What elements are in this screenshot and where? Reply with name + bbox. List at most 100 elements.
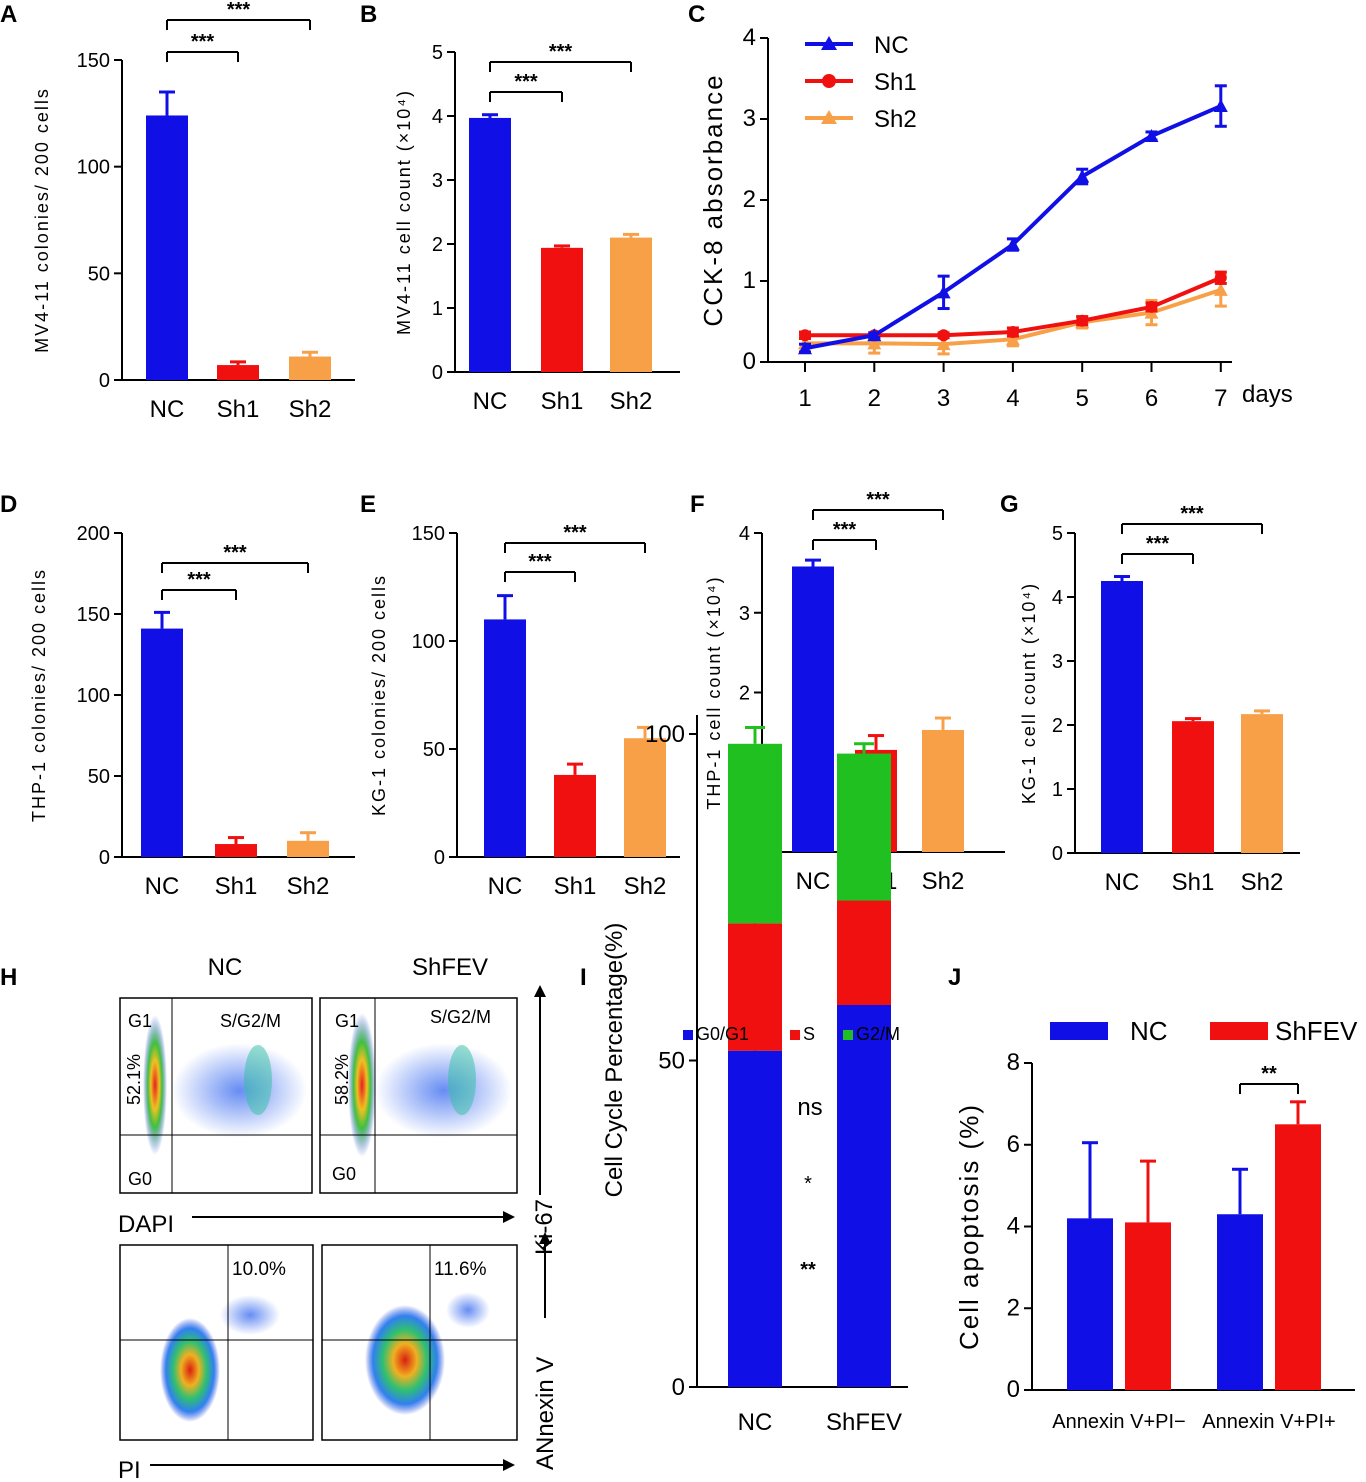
legend-label: G0/G1 — [696, 1024, 749, 1044]
flow-plot-shfev-annexin: 11.6% — [321, 1244, 518, 1441]
y-tick-label: 100 — [412, 631, 445, 653]
significance-label: *** — [187, 569, 211, 591]
bar-nc — [146, 115, 188, 380]
bar-nc — [1101, 581, 1143, 853]
bar-sh2 — [610, 237, 652, 372]
x-tick-label: NC — [796, 868, 831, 895]
y-tick-label: 0 — [672, 1374, 685, 1401]
significance-label: *** — [1180, 503, 1204, 525]
y-tick-label: 0 — [99, 370, 110, 392]
legend-label: G2/M — [856, 1024, 900, 1044]
y-axis-label: THP-1 colonies/ 200 cells — [29, 568, 49, 822]
y-tick-label: 5 — [432, 42, 443, 64]
x-tick-label: NC — [150, 396, 185, 423]
bar-nc — [1067, 1218, 1113, 1390]
y-tick-label: 6 — [1007, 1131, 1020, 1158]
data-point — [936, 337, 951, 351]
y-tick-label: 2 — [739, 683, 750, 705]
panel-label-c: C — [688, 1, 705, 28]
bar-sh2 — [289, 356, 331, 380]
y-tick-label: 100 — [77, 157, 110, 179]
legend-swatch — [843, 1030, 853, 1040]
legend-label: S — [803, 1024, 815, 1044]
y-tick-label: 200 — [77, 523, 110, 545]
g1-percentage: 52.1% — [124, 1054, 144, 1105]
y-tick-label: 50 — [88, 766, 110, 788]
y-tick-label: 100 — [77, 685, 110, 707]
y-tick-label: 0 — [1052, 843, 1063, 865]
y-tick-label: 0 — [434, 847, 445, 869]
chart-panel-g: G 0 1 2 3 4 5 KG-1 cell count (×10⁴) NC Sh1 Sh2 ***… — [1000, 491, 1300, 896]
density-peak — [365, 1305, 445, 1415]
x-tick-label: 6 — [1145, 385, 1158, 412]
x-tick-label: 3 — [937, 385, 950, 412]
y-tick-label: 4 — [743, 24, 756, 51]
flow-plot-shfev-ki67: G1 S/G2/M G0 58.2% — [319, 997, 518, 1194]
bar-sh1 — [554, 774, 596, 857]
chart-panel-c: C 0 1 2 3 4 CCK-8 absorbance 1 2 3 4 5 6 7 days NC Sh1 Sh… — [688, 1, 1293, 412]
y-axis-label: Cell Cycle Percentage(%) — [601, 923, 628, 1198]
legend-label: ShFEV — [1275, 1016, 1358, 1046]
bar-sh2 — [1241, 714, 1283, 853]
data-point — [1075, 169, 1090, 183]
chart-panel-d: D 0 50 100 150 200 THP-1 colonies/ 200 cells NC… — [0, 491, 355, 900]
bar-sh1 — [1172, 721, 1214, 853]
significance-label: ** — [1261, 1063, 1277, 1085]
stacked-segment-s — [728, 923, 782, 1051]
data-point — [1005, 237, 1020, 251]
stacked-segment-g2m — [728, 743, 782, 924]
x-axis-label: days — [1242, 381, 1293, 408]
stacked-segment-g0g1 — [728, 1050, 782, 1387]
gate-label-sg2m: S/G2/M — [430, 1007, 491, 1027]
bar-sh2 — [922, 729, 964, 852]
stacked-segment-g0g1 — [837, 1004, 891, 1387]
data-point — [1006, 326, 1019, 339]
bar-shfev — [1125, 1222, 1171, 1390]
significance-label: *** — [833, 519, 857, 541]
data-point — [799, 329, 811, 342]
density-peak — [160, 1318, 220, 1422]
y-tick-label: 4 — [1052, 587, 1063, 609]
legend-label: NC — [874, 32, 909, 59]
y-tick-label: 5 — [1052, 523, 1063, 545]
apoptosis-percentage: 10.0% — [232, 1259, 286, 1280]
y-tick-label: 2 — [1007, 1294, 1020, 1321]
chart-panel-j: J 0 2 4 6 8 Cell apoptosis (%) Annexin V+PI− Ann… — [948, 964, 1358, 1433]
y-tick-label: 1 — [1052, 779, 1063, 801]
legend-swatch — [683, 1030, 693, 1040]
panel-label-i: I — [580, 964, 587, 991]
y-tick-label: 1 — [432, 298, 443, 320]
gate-label-g1: G1 — [128, 1011, 152, 1031]
bar-nc — [141, 628, 183, 857]
data-point — [1144, 129, 1159, 143]
gate-label-g0: G0 — [128, 1169, 152, 1189]
data-point — [1213, 99, 1228, 113]
data-point — [936, 285, 951, 299]
data-point — [867, 336, 882, 350]
legend-marker — [821, 36, 837, 50]
chart-panel-i: I 0 50 100 Cell Cycle Percentage(%) NC ShFEV G0… — [580, 715, 908, 1436]
y-axis-label: THP-1 cell count (×10⁴) — [704, 575, 724, 809]
x-tick-label: ShFEV — [826, 1409, 902, 1436]
x-tick-label: Sh1 — [1172, 869, 1215, 896]
data-point — [798, 341, 812, 355]
x-tick-label: NC — [738, 1409, 773, 1436]
significance-label: * — [804, 1173, 812, 1195]
scatter-cloud — [172, 1043, 307, 1138]
y-tick-label: 3 — [1052, 651, 1063, 673]
y-axis-label: KG-1 cell count (×10⁴) — [1019, 582, 1039, 804]
legend-label: Sh2 — [874, 106, 917, 133]
significance-label: *** — [549, 41, 573, 63]
y-tick-label: 4 — [739, 523, 750, 545]
y-tick-label: 2 — [1052, 715, 1063, 737]
x-tick-label: Sh1 — [217, 396, 260, 423]
legend-marker — [821, 110, 837, 124]
stacked-segment-s — [837, 900, 891, 1005]
apoptosis-percentage: 11.6% — [434, 1259, 487, 1280]
panel-label-g: G — [1000, 491, 1019, 518]
x-tick-label: Sh1 — [554, 873, 597, 900]
y-tick-label: 3 — [432, 170, 443, 192]
x-tick-label: Sh2 — [922, 868, 965, 895]
bar-nc — [469, 117, 511, 372]
